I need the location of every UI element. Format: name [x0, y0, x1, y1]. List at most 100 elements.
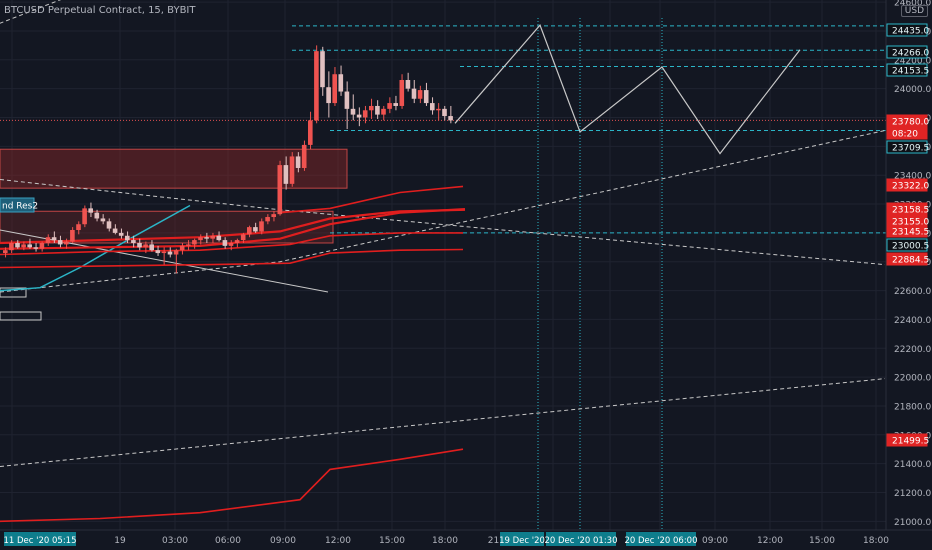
time-tick-label: 12:00	[757, 536, 783, 546]
candle-body	[265, 217, 270, 222]
candle-body	[277, 165, 283, 215]
price-label-box	[886, 23, 928, 37]
time-highlight-label: 19 Dec '20	[499, 536, 545, 546]
candle-body	[198, 237, 203, 241]
candle-body	[393, 103, 398, 106]
projection-zigzag	[454, 24, 801, 155]
time-tick-label: 18:00	[863, 536, 889, 546]
price-label: 23780.0	[892, 118, 929, 128]
candle-body	[301, 144, 307, 168]
dashed-trend-line	[0, 0, 62, 24]
price-label: 08:20	[892, 130, 918, 140]
candle-body	[375, 105, 380, 115]
candle-body	[411, 88, 417, 99]
time-tick-label: 18:00	[432, 536, 458, 546]
resistance-zone	[0, 148, 348, 189]
candle-body	[314, 51, 319, 121]
candle-body	[417, 90, 423, 99]
candle-body	[27, 244, 32, 248]
price-label: 24153.5	[892, 67, 929, 77]
candle-body	[70, 230, 75, 242]
annotation-box	[0, 197, 35, 213]
candle-body	[173, 250, 179, 255]
candle-body	[149, 244, 154, 251]
candle-body	[167, 251, 173, 255]
candle-body	[362, 110, 368, 118]
cyan-curve	[0, 204, 191, 292]
candle-body	[442, 108, 447, 117]
candle-body	[64, 241, 69, 245]
time-tick-label: 21:	[488, 536, 502, 546]
time-highlight-box	[546, 532, 616, 546]
dashed-trend-line	[0, 130, 886, 293]
candle-body	[192, 240, 197, 245]
candle-body	[338, 74, 344, 92]
candle-body	[234, 240, 240, 243]
candle-body	[112, 228, 118, 233]
candle-body	[381, 108, 386, 115]
candle-body	[94, 212, 100, 219]
candle-body	[436, 108, 441, 111]
price-tick-label: 21800.0	[894, 402, 931, 412]
time-tick-label: 09:00	[702, 536, 728, 546]
candle-body	[45, 237, 51, 243]
annotation-label: nd Res2	[2, 202, 38, 212]
candle-body	[405, 80, 411, 89]
candle-body	[106, 221, 112, 229]
price-label: 23709.5	[892, 144, 929, 154]
candle-body	[344, 91, 350, 109]
candle-body	[9, 242, 14, 251]
price-label-box	[886, 45, 928, 59]
candle-body	[387, 103, 392, 109]
price-tick-label: 22600.0	[894, 287, 931, 297]
candle-body	[399, 80, 405, 106]
candle-body	[283, 165, 289, 184]
price-tick-label: 23400.0	[894, 172, 931, 182]
price-label-box	[886, 238, 928, 252]
candle-body	[125, 235, 130, 241]
price-tick-label: 22400.0	[894, 316, 931, 326]
candle-body	[448, 116, 453, 121]
time-highlight-box	[500, 532, 544, 546]
red-ma-line	[0, 248, 464, 269]
moving-averages	[0, 185, 466, 523]
red-ma-line	[0, 208, 466, 250]
candle-body	[15, 242, 20, 248]
price-axis[interactable]: 21000.021200.021400.021600.021800.022000…	[885, 0, 931, 530]
time-tick-label: 15:00	[379, 536, 405, 546]
price-label: 24266.0	[892, 49, 929, 59]
tool-box	[0, 311, 42, 321]
candle-body	[210, 235, 215, 239]
candle-body	[82, 208, 87, 225]
time-highlight-label: 20 Dec '20 06:00	[624, 536, 697, 546]
red-ma-line	[0, 208, 466, 245]
tool-box	[0, 287, 27, 298]
red-ma-line	[0, 232, 463, 256]
red-ma-line	[279, 185, 464, 214]
price-label: 22884.5	[892, 256, 929, 266]
candle-body	[186, 244, 191, 246]
price-label: 24435.0	[892, 27, 929, 37]
candle-body	[137, 242, 142, 248]
time-axis[interactable]: 06:001903:0006:0009:0012:0015:0018:0021:…	[0, 529, 932, 546]
time-tick-label: 12:00	[325, 536, 351, 546]
red-ma-line	[0, 448, 464, 523]
price-tick-label: 21400.0	[894, 460, 931, 470]
candle-body	[228, 242, 234, 246]
candle-body	[423, 90, 429, 104]
candle-body	[308, 120, 313, 145]
currency-badge[interactable]: USD	[900, 5, 928, 17]
dashed-trend-line	[0, 378, 886, 467]
candle-body	[204, 237, 209, 239]
price-tick-label: 22200.0	[894, 345, 931, 355]
candle-body	[240, 234, 246, 241]
candle-body	[253, 227, 258, 232]
candle-body	[39, 242, 45, 249]
price-tick-label: 24600.0	[894, 0, 931, 9]
misc-annotations: nd Res2	[0, 197, 38, 213]
price-tick-label: 24000.0	[894, 85, 931, 95]
candle-body	[33, 247, 39, 249]
candle-body	[100, 218, 106, 222]
